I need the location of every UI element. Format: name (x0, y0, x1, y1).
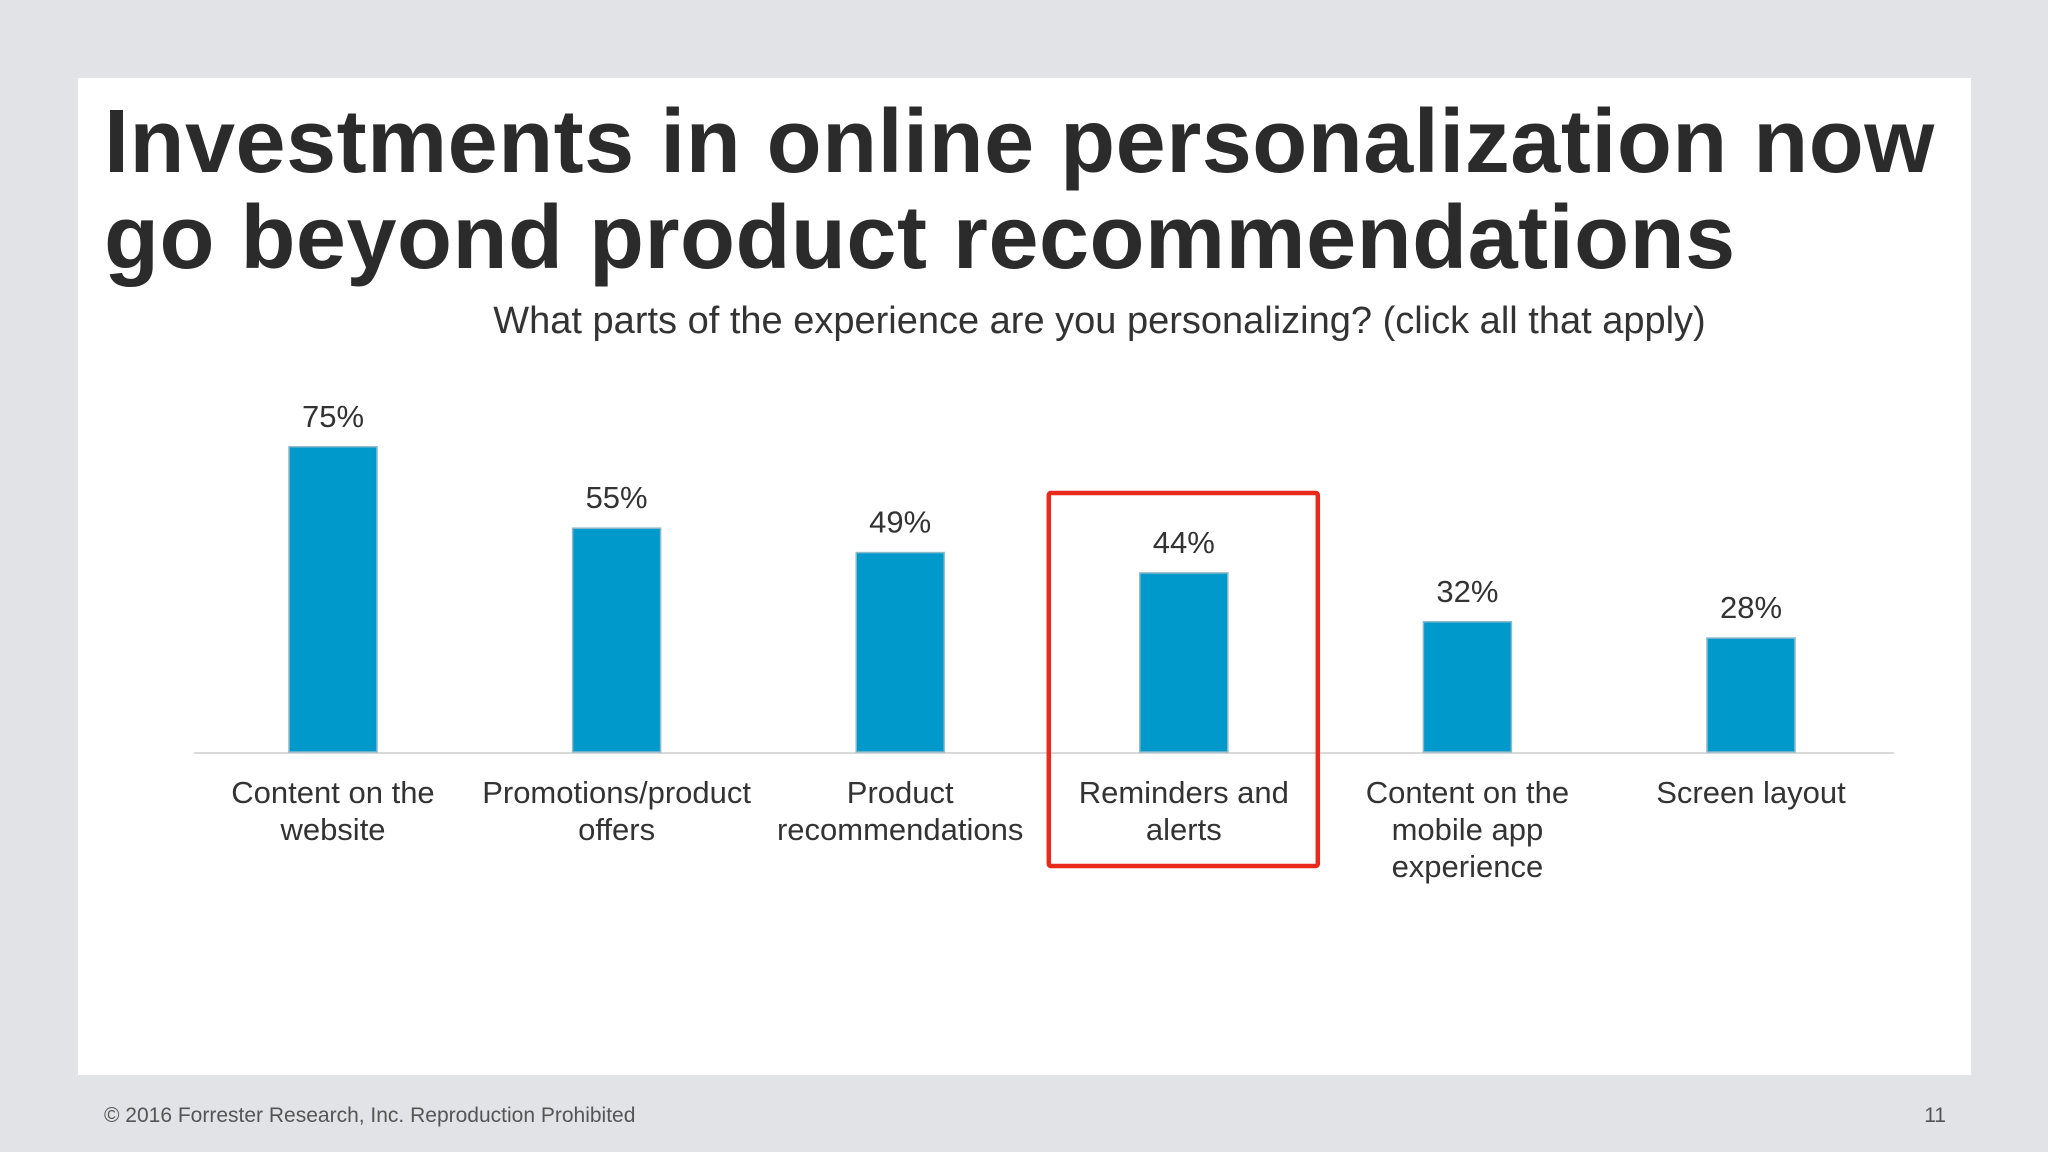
data-label-4: 44% (1153, 525, 1215, 560)
highlight-box (1046, 490, 1321, 869)
bar-6 (1706, 637, 1796, 753)
bar-2 (571, 527, 662, 753)
bar-chart: 75% Content on the website 55% Promotions/pr… (194, 399, 1894, 884)
title-line-1: Investments in online personalization no… (104, 92, 1935, 192)
bar-4 (1139, 572, 1229, 753)
category-label-4: Reminders and alerts (1079, 775, 1289, 847)
slide-panel: Investments in online personalization no… (78, 78, 1971, 1075)
data-label-5: 32% (1436, 574, 1498, 609)
chart-subtitle: What parts of the experience are you per… (493, 300, 1706, 342)
category-label-5: Content on the mobile app experience (1366, 775, 1569, 884)
title-line-2: go beyond product recommendations (104, 188, 1736, 288)
category-label-2: Promotions/product offers (482, 775, 751, 847)
category-label-1: Content on the website (231, 775, 434, 847)
bar-5 (1422, 621, 1513, 753)
bar-1 (288, 446, 378, 753)
copyright-footer: © 2016 Forrester Research, Inc. Reproduc… (104, 1104, 636, 1127)
data-label-3: 49% (869, 505, 931, 540)
category-label-3: Product recommendations (777, 775, 1023, 847)
slide-title: Investments in online personalization no… (104, 94, 1964, 286)
category-label-6: Screen layout (1656, 775, 1846, 810)
page-number: 11 (1924, 1104, 1946, 1127)
data-label-2: 55% (586, 480, 648, 515)
data-label-1: 75% (302, 399, 364, 434)
data-label-6: 28% (1720, 590, 1782, 625)
bar-3 (855, 551, 945, 753)
